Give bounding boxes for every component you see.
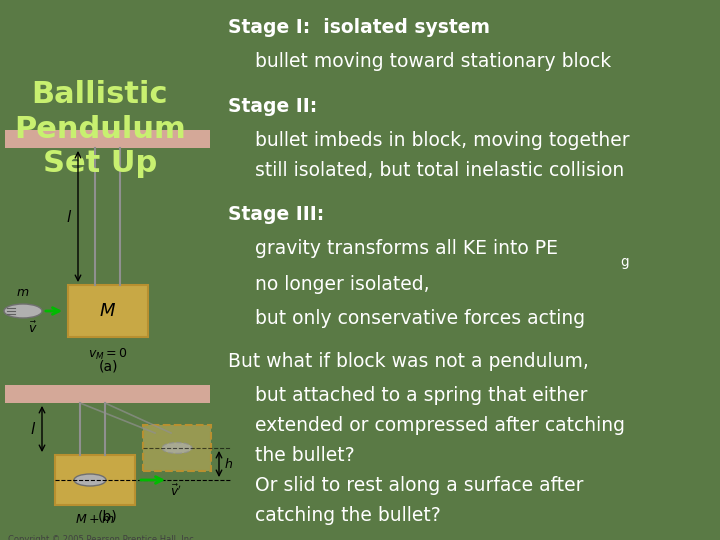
Text: $\vec{v}'$: $\vec{v}'$	[170, 484, 182, 500]
Ellipse shape	[4, 304, 42, 318]
Text: $M + m$: $M + m$	[76, 513, 114, 526]
Text: the bullet?: the bullet?	[255, 446, 355, 465]
Bar	[5, 130, 210, 148]
Bar	[143, 425, 211, 471]
Text: (b): (b)	[98, 510, 118, 524]
Text: $m$: $m$	[17, 286, 30, 299]
Text: Copyright © 2005 Pearson Prentice Hall, Inc: Copyright © 2005 Pearson Prentice Hall, …	[8, 535, 194, 540]
Text: bullet moving toward stationary block: bullet moving toward stationary block	[255, 52, 611, 71]
Text: Stage III:: Stage III:	[228, 205, 324, 224]
Text: bullet imbeds in block, moving together: bullet imbeds in block, moving together	[255, 131, 629, 150]
Ellipse shape	[162, 442, 192, 454]
Text: $l$: $l$	[30, 421, 36, 437]
Text: but attached to a spring that either: but attached to a spring that either	[255, 386, 588, 405]
Bar	[55, 455, 135, 505]
Text: $\vec{v}$: $\vec{v}$	[28, 321, 37, 336]
Text: Stage I:  isolated system: Stage I: isolated system	[228, 18, 490, 37]
Text: Ballistic
Pendulum
Set Up: Ballistic Pendulum Set Up	[14, 80, 186, 179]
Text: $l$: $l$	[66, 208, 72, 225]
Bar	[5, 385, 210, 403]
Text: catching the bullet?: catching the bullet?	[255, 506, 441, 525]
Text: extended or compressed after catching: extended or compressed after catching	[255, 416, 625, 435]
Text: Stage II:: Stage II:	[228, 97, 318, 116]
Ellipse shape	[74, 474, 106, 486]
Text: g: g	[620, 255, 629, 269]
Text: But what if block was not a pendulum,: But what if block was not a pendulum,	[228, 352, 589, 371]
Text: no longer isolated,: no longer isolated,	[255, 275, 430, 294]
Text: but only conservative forces acting: but only conservative forces acting	[255, 309, 585, 328]
Text: gravity transforms all KE into PE: gravity transforms all KE into PE	[255, 239, 558, 258]
Text: (a): (a)	[98, 360, 118, 374]
Text: still isolated, but total inelastic collision: still isolated, but total inelastic coll…	[255, 161, 624, 180]
Text: $v_M = 0$: $v_M = 0$	[88, 347, 128, 362]
Text: $M$: $M$	[99, 302, 117, 320]
Text: $h$: $h$	[224, 457, 233, 471]
Bar	[68, 285, 148, 337]
Text: Or slid to rest along a surface after: Or slid to rest along a surface after	[255, 476, 583, 495]
